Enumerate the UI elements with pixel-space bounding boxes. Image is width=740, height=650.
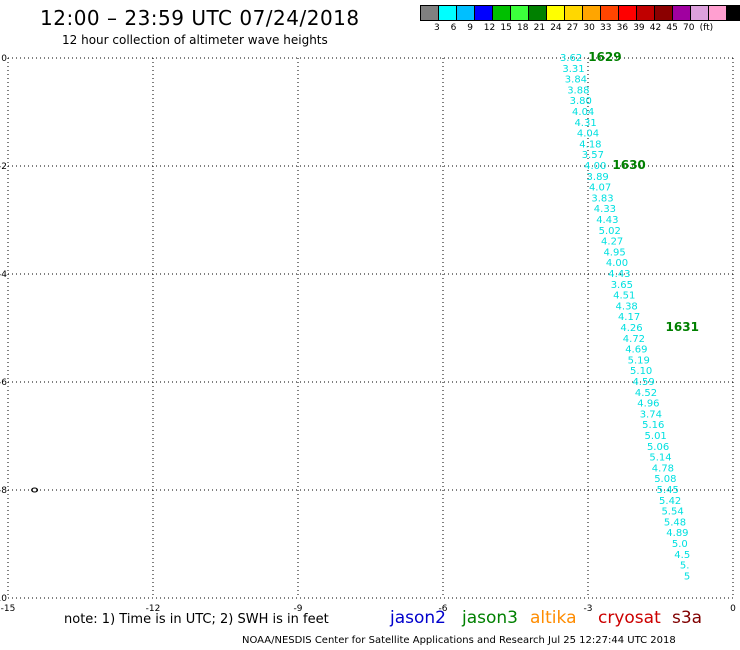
wave-height-label: 5 (684, 571, 690, 582)
wave-height-label: 4.27 (601, 237, 623, 248)
color-scale-label: 6 (450, 23, 457, 33)
wave-height-label: 5.06 (647, 442, 669, 453)
wave-height-label: 5.0 (672, 539, 688, 550)
wave-height-label: 5.48 (664, 517, 686, 528)
wave-height-label: 5.45 (657, 485, 679, 496)
wave-height-label: 4.07 (589, 183, 611, 194)
color-scale-label: 15 (500, 23, 512, 33)
wave-height-label: 5.54 (661, 507, 683, 518)
legend-cryosat: cryosat (598, 608, 661, 628)
wave-height-label: 3.65 (611, 280, 633, 291)
color-scale-label: 24 (550, 23, 562, 33)
y-tick-label: -10 (0, 594, 7, 604)
color-scale-label: 42 (649, 23, 662, 33)
wave-height-label: 5.42 (659, 496, 681, 507)
wave-height-label: 3.84 (565, 75, 587, 86)
wave-height-label: 4.04 (572, 107, 594, 118)
footer-note: note: 1) Time is in UTC; 2) SWH is in fe… (64, 612, 329, 627)
color-scale-label: 27 (566, 23, 579, 33)
x-tick-label: -15 (1, 604, 16, 614)
wave-height-label: 4.51 (613, 291, 635, 302)
x-tick-label: -3 (584, 604, 593, 614)
pass-id-label: 1630 (612, 158, 645, 172)
color-scale-legend: 3 6 9 12 15 18 21 24 27 30 33 36 39 42 45 70 (ft) (420, 5, 740, 35)
color-swatch (726, 5, 740, 21)
color-scale-label: 33 (600, 23, 612, 33)
y-tick-label: -6 (0, 378, 7, 388)
wave-height-label: 4.43 (596, 215, 618, 226)
wave-height-label: 4.72 (623, 334, 645, 345)
wave-height-label: 5.16 (642, 420, 664, 431)
wave-height-label: 3.83 (591, 193, 613, 204)
wave-height-label: 5. (680, 561, 690, 572)
color-scale-label: 39 (633, 23, 645, 33)
legend-altika: altika (530, 608, 577, 628)
wave-height-label: 3.31 (562, 64, 584, 75)
wave-height-label: 5.10 (630, 366, 652, 377)
color-scale-label: 36 (616, 23, 629, 33)
x-tick-label: -6 (439, 604, 448, 614)
wave-height-label: 4.00 (606, 258, 628, 269)
wave-height-label: 4.04 (577, 129, 599, 140)
y-tick-label: -4 (0, 270, 7, 280)
wave-height-label: 4.31 (574, 118, 596, 129)
pass-id-label: 1631 (666, 320, 699, 334)
wave-height-label: 4.26 (620, 323, 642, 334)
wave-height-label: 4.00 (584, 161, 606, 172)
color-scale-label: 9 (467, 23, 473, 33)
x-tick-label: -9 (294, 604, 303, 614)
wave-height-label: 3.89 (587, 172, 609, 183)
color-scale-label: 3 (434, 23, 440, 33)
color-scale-swatches (420, 5, 740, 21)
legend-jason2: jason2 (390, 608, 446, 628)
x-tick-label: 0 (730, 604, 736, 614)
wave-height-label: 3.88 (567, 85, 589, 96)
chart-title: 12:00 – 23:59 UTC 07/24/2018 (40, 6, 360, 30)
color-scale-label: (ft) (699, 23, 714, 33)
color-scale-label: 30 (583, 23, 595, 33)
wave-height-label: 4.89 (666, 528, 688, 539)
ring-marker (31, 487, 39, 493)
y-tick-label: -8 (0, 486, 7, 496)
wave-height-label: 3.57 (582, 150, 604, 161)
pass-id-label: 1629 (588, 50, 621, 64)
wave-height-label: 4.18 (579, 139, 601, 150)
wave-height-label: 4.59 (632, 377, 654, 388)
wave-height-label: 5.01 (645, 431, 667, 442)
wave-height-label: 5.02 (599, 226, 621, 237)
y-tick-label: 0 (1, 54, 7, 64)
color-scale-labels: 3 6 9 12 15 18 21 24 27 30 33 36 39 42 45 70 (ft) (421, 21, 740, 35)
wave-height-label: 5.19 (628, 355, 650, 366)
color-scale-label: 45 (666, 23, 678, 33)
wave-height-label: 3.74 (640, 409, 662, 420)
wave-height-label: 4.96 (637, 399, 659, 410)
color-scale-label: 21 (533, 23, 546, 33)
x-tick-label: -12 (146, 604, 161, 614)
color-scale-label: 18 (517, 23, 529, 33)
legend-jason3: jason3 (462, 608, 518, 628)
wave-height-label: 4.38 (616, 301, 638, 312)
footer-credit: NOAA/NESDIS Center for Satellite Applica… (242, 635, 676, 646)
wave-height-label: 5.08 (654, 474, 676, 485)
wave-height-label: 4.78 (652, 463, 674, 474)
wave-height-label: 4.95 (603, 247, 625, 258)
wave-height-label: 4.5 (674, 550, 690, 561)
wave-height-label: 4.43 (608, 269, 630, 280)
legend-s3a: s3a (672, 608, 703, 628)
wave-height-label: 4.69 (625, 345, 647, 356)
chart-subtitle: 12 hour collection of altimeter wave hei… (62, 33, 328, 47)
wave-height-label: 4.33 (594, 204, 616, 215)
color-scale-label: 12 (483, 23, 496, 33)
color-scale-label: 70 (683, 23, 695, 33)
wave-height-label: 3.80 (570, 96, 592, 107)
wave-height-label: 4.52 (635, 388, 657, 399)
wave-height-label: 4.17 (618, 312, 640, 323)
wave-height-label: 3.62 (560, 53, 582, 64)
y-tick-label: -2 (0, 162, 7, 172)
wave-height-label: 5.14 (649, 453, 671, 464)
